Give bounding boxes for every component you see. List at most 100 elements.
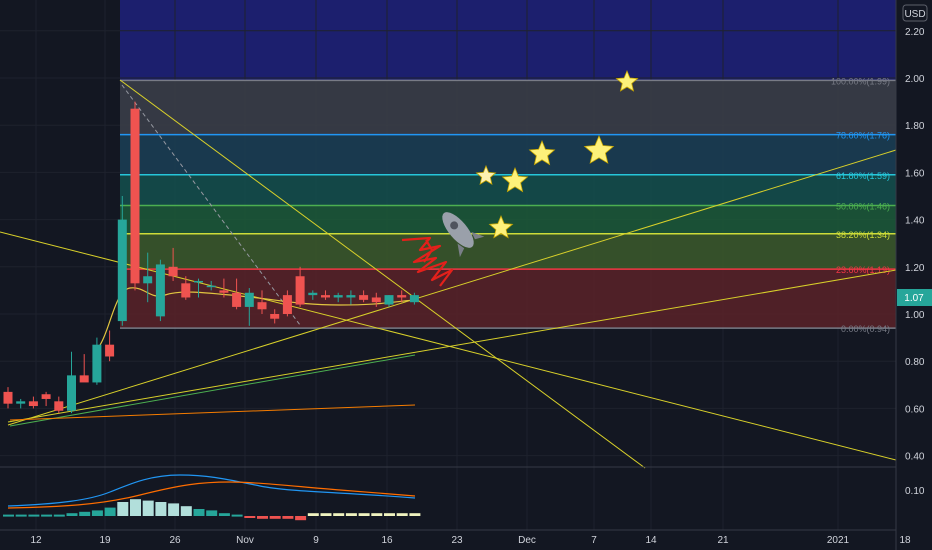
time-tick-label: 18	[899, 535, 911, 546]
candle-body	[168, 266, 178, 277]
price-tick-label: 1.60	[905, 168, 925, 179]
time-tick-label: Nov	[236, 535, 254, 546]
price-tick-label: 0.60	[905, 404, 925, 415]
histogram-bar	[218, 513, 230, 516]
histogram-bar	[269, 516, 281, 519]
annotations	[401, 69, 639, 287]
trend-line	[7, 149, 897, 426]
time-tick-label: Dec	[518, 535, 536, 546]
rocket-body	[442, 212, 474, 248]
histogram-bar	[79, 511, 91, 516]
candle-body	[359, 295, 369, 300]
candle-body	[181, 283, 191, 298]
histogram-bar	[384, 513, 395, 516]
fib-level-label: 0.00%(0.94)	[841, 324, 890, 334]
candle-body	[206, 285, 216, 288]
trend-line	[9, 354, 416, 427]
price-tick-label: 2.00	[905, 74, 925, 85]
macd-line	[7, 474, 416, 507]
trend-lines	[0, 79, 897, 469]
histogram-bar	[104, 507, 116, 516]
star-icon	[488, 214, 514, 239]
candle-body	[308, 292, 318, 296]
price-tick-label: 0.80	[905, 357, 925, 368]
histogram-bar	[3, 514, 14, 517]
candle-body	[282, 295, 292, 314]
time-tick-label: 21	[717, 535, 729, 546]
candle-body	[130, 108, 140, 284]
histogram-bar	[41, 514, 53, 517]
price-tick-label: 0.40	[905, 452, 925, 463]
candle-body	[232, 292, 242, 307]
star-icon	[501, 166, 529, 193]
histogram-bar	[155, 502, 167, 516]
histogram-bar	[91, 510, 103, 516]
histogram-bar	[130, 499, 141, 516]
oscillator-tick-label: 0.10	[905, 486, 925, 497]
price-tick-label: 1.40	[905, 216, 925, 227]
histogram-bar	[320, 513, 332, 516]
time-axis[interactable]: 12 19 26 Nov 9 16 23 Dec 7 14 21 2021 18	[0, 529, 911, 546]
last-price-label: 1.07	[904, 293, 924, 304]
candle-body	[92, 344, 102, 383]
histogram-bar	[180, 506, 192, 516]
currency-badge[interactable]	[902, 4, 928, 22]
candle-body	[155, 264, 165, 317]
histogram-bar	[193, 509, 205, 516]
candle-body	[409, 295, 419, 303]
histogram-bar	[231, 514, 243, 517]
histogram-bar	[117, 502, 129, 516]
candle-body	[41, 394, 51, 399]
candle-body	[67, 375, 76, 411]
fib-level-label: 78.60%(1.76)	[836, 131, 890, 141]
candle-body	[79, 375, 89, 383]
rocket-fin	[457, 243, 465, 258]
time-tick-label: 2021	[827, 535, 850, 546]
time-tick-label: 16	[381, 535, 393, 546]
candle-body	[219, 290, 229, 293]
candle-body	[270, 314, 280, 319]
oscillator-pane: 0.10	[0, 466, 925, 521]
star-icon	[615, 69, 639, 92]
signal-line	[7, 481, 416, 509]
trend-line	[0, 231, 897, 461]
upper-range-band	[120, 0, 896, 80]
rocket-fin	[471, 231, 485, 240]
candle-body	[371, 297, 381, 303]
last-price-tag	[897, 289, 932, 306]
trend-line	[7, 269, 897, 423]
price-tick-label: 1.20	[905, 263, 925, 274]
fib-band	[120, 80, 896, 135]
histogram-bar	[53, 514, 65, 517]
rocket-icon	[442, 212, 485, 258]
candle-body	[194, 280, 203, 283]
time-tick-label: 12	[30, 535, 42, 546]
fib-level-label: 38.20%(1.34)	[836, 230, 890, 240]
star-icon	[475, 164, 497, 185]
trend-line	[9, 404, 416, 421]
histogram-bar	[358, 513, 370, 516]
moving-average-line	[99, 287, 416, 346]
candle-body	[54, 401, 64, 411]
candle-body	[397, 295, 407, 298]
time-tick-label: 9	[313, 535, 319, 546]
fib-level-label: 100.00%(1.99)	[831, 76, 890, 86]
fib-band	[120, 233, 896, 270]
price-axis[interactable]: 2.20 2.00 1.80 1.60 1.40 1.20 1.00 0.80 0.60 0.40	[895, 0, 925, 550]
star-icon	[528, 139, 556, 166]
currency-label: USD	[904, 9, 925, 20]
histogram-bar	[142, 500, 154, 516]
time-tick-label: 26	[169, 535, 181, 546]
histogram-bar	[396, 513, 408, 516]
fib-band	[120, 134, 896, 175]
time-tick-label: 23	[451, 535, 463, 546]
trend-line	[119, 79, 646, 469]
candle-body	[105, 344, 115, 357]
candle-body	[321, 295, 330, 298]
price-tick-label: 2.20	[905, 27, 925, 38]
histogram-bar	[295, 516, 307, 521]
time-tick-label: 19	[99, 535, 111, 546]
histogram-bar	[168, 503, 180, 516]
histogram-bar	[409, 513, 421, 516]
